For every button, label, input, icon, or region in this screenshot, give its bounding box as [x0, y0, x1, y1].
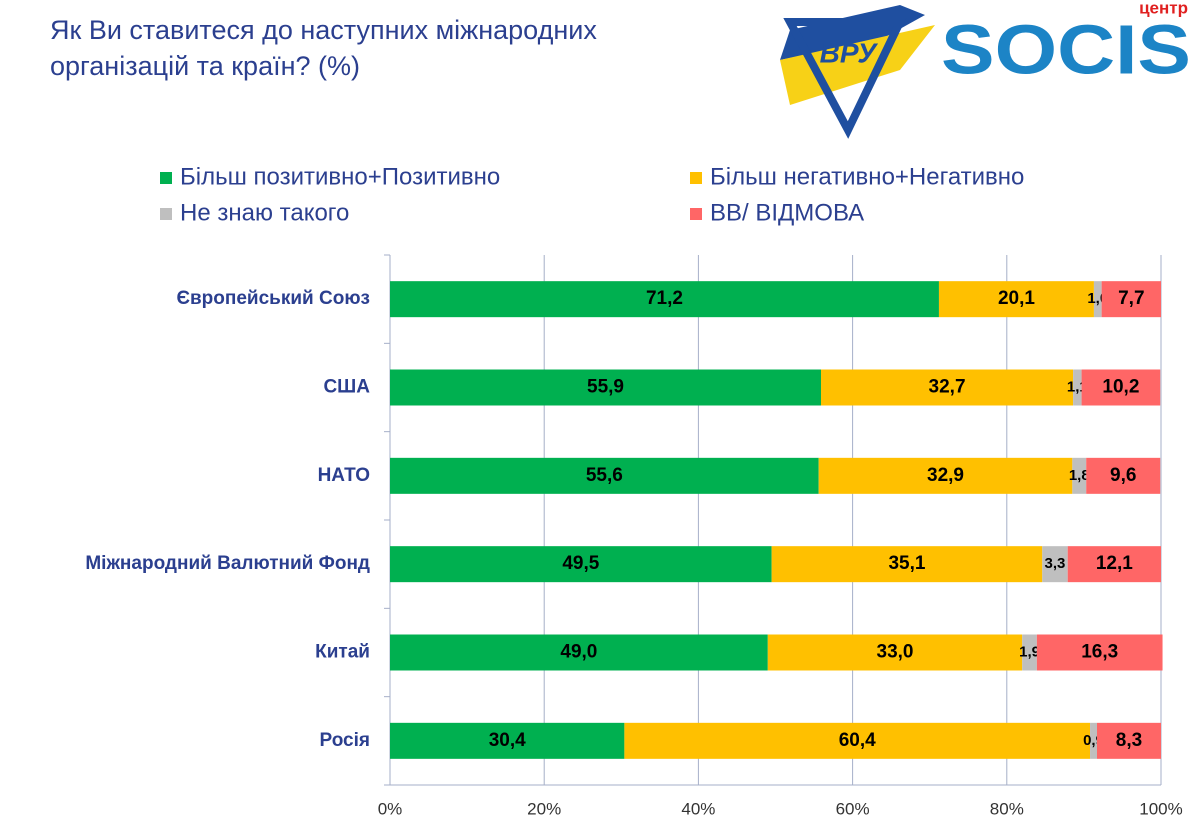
- data-label: 49,0: [560, 642, 597, 663]
- legend-label: Не знаю такого: [180, 199, 349, 226]
- bar-segment: [820, 369, 1074, 406]
- logo-label: центр: [1139, 0, 1188, 17]
- logo-name: SOCIS: [941, 10, 1191, 88]
- bar-segment: [1067, 546, 1161, 583]
- bar-segment: [1086, 457, 1161, 494]
- legend-swatch: [160, 208, 172, 220]
- bar-segment: [1042, 546, 1068, 583]
- x-tick-label: 0%: [378, 799, 403, 818]
- bar-segment: [390, 722, 625, 759]
- title-box: Як Ви ставитеся до наступних міжнародних…: [50, 15, 597, 81]
- data-label: 7,7: [1118, 288, 1144, 309]
- bar-segment: [624, 722, 1091, 759]
- data-label: 3,3: [1045, 555, 1066, 572]
- data-label: 32,7: [929, 377, 966, 398]
- bar-segment: [938, 281, 1094, 318]
- data-label: 20,1: [998, 288, 1035, 309]
- data-label: 60,4: [839, 730, 876, 751]
- bar-segment: [390, 457, 819, 494]
- data-label: 55,6: [586, 465, 623, 486]
- bar-segment: [1072, 457, 1087, 494]
- data-label: 32,9: [927, 465, 964, 486]
- bar-segment: [1101, 281, 1161, 318]
- bar-segment: [390, 369, 821, 406]
- svg-text:ВРУ: ВРУ: [820, 37, 879, 68]
- bar-segment: [1093, 281, 1102, 318]
- bar-segment: [1090, 722, 1098, 759]
- bar-segment: [818, 457, 1073, 494]
- chart-title: Як Ви ставитеся до наступних міжнародних…: [50, 15, 597, 81]
- x-tick-label: 100%: [1139, 799, 1182, 818]
- data-label: 71,2: [646, 288, 683, 309]
- bar-segment: [767, 634, 1023, 671]
- data-label: 12,1: [1096, 553, 1133, 574]
- bar-segment: [390, 546, 772, 583]
- bar-segment: [1073, 369, 1082, 406]
- y-tick-label: Росія: [320, 730, 371, 751]
- bar-segment: [771, 546, 1043, 583]
- bar-segment: [390, 634, 768, 671]
- data-label: 9,6: [1110, 465, 1136, 486]
- data-label: 35,1: [888, 553, 925, 574]
- x-tick-label: 80%: [990, 799, 1024, 818]
- legend-swatch: [160, 172, 172, 184]
- x-tick-label: 40%: [681, 799, 715, 818]
- x-tick-label: 60%: [836, 799, 870, 818]
- y-tick-label: НАТО: [318, 465, 370, 486]
- data-label: 49,5: [562, 553, 599, 574]
- data-label: 16,3: [1081, 642, 1118, 663]
- data-label: 10,2: [1102, 377, 1139, 398]
- bar-segment: [1081, 369, 1161, 406]
- data-label: 8,3: [1116, 730, 1142, 751]
- bar-segment: [1036, 634, 1163, 671]
- data-label: 33,0: [877, 642, 914, 663]
- x-tick-label: 20%: [527, 799, 561, 818]
- data-label: 55,9: [587, 377, 624, 398]
- data-label: 30,4: [489, 730, 526, 751]
- legend-label: Більш позитивно+Позитивно: [180, 163, 500, 190]
- legend-swatch: [690, 208, 702, 220]
- data-label: 1,8: [1069, 467, 1090, 484]
- legend-label: Більш негативно+Негативно: [710, 163, 1024, 190]
- legend-swatch: [690, 172, 702, 184]
- bar-segment: [1097, 722, 1161, 759]
- y-tick-label: Китай: [315, 642, 370, 663]
- bar-segment: [390, 281, 939, 318]
- legend-label: ВВ/ ВІДМОВА: [710, 199, 864, 226]
- y-tick-label: США: [323, 377, 370, 398]
- data-label: 1,9: [1019, 643, 1040, 660]
- bar-segment: [1022, 634, 1037, 671]
- y-tick-label: Міжнародний Валютний Фонд: [85, 553, 370, 574]
- y-tick-label: Європейський Союз: [176, 288, 370, 309]
- logo-emblem: ВРУ: [780, 5, 935, 139]
